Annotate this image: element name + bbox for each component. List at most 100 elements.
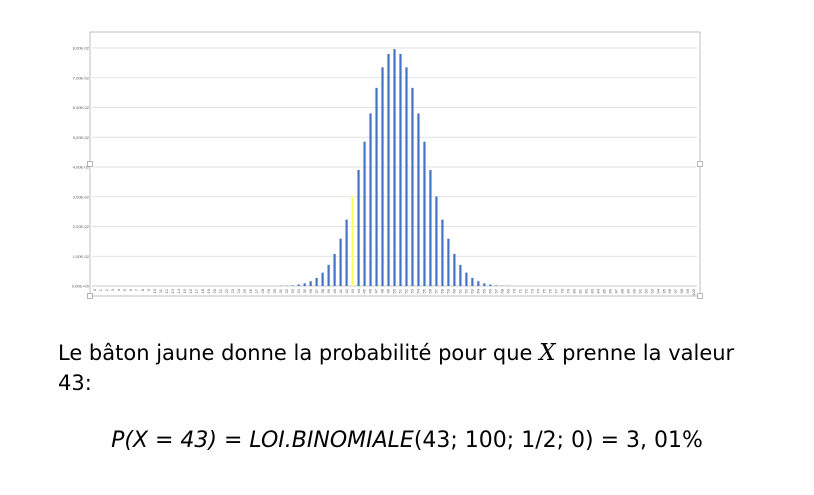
- x-tick-label: 94: [655, 288, 660, 293]
- x-tick-label: 5: [122, 288, 127, 291]
- x-tick-label: 1: [98, 288, 103, 291]
- bar: [309, 281, 312, 286]
- chart-resize-handle: [697, 161, 703, 167]
- x-tick-label: 27: [254, 288, 259, 293]
- x-tick-label: 43: [350, 288, 355, 293]
- bar: [471, 277, 474, 286]
- y-tick-label: 2,00E-02: [73, 224, 90, 229]
- x-tick-label: 97: [673, 288, 678, 293]
- x-tick-label: 65: [482, 288, 487, 293]
- x-tick-label: 88: [619, 288, 624, 293]
- x-tick-label: 53: [410, 288, 415, 293]
- x-tick-label: 80: [571, 288, 576, 293]
- x-tick-label: 63: [470, 288, 475, 293]
- bar: [453, 253, 456, 286]
- x-tick-label: 71: [517, 288, 522, 293]
- x-tick-label: 66: [488, 288, 493, 293]
- bar: [303, 283, 306, 286]
- bar: [405, 67, 408, 287]
- x-tick-label: 89: [625, 288, 630, 293]
- x-tick-label: 48: [380, 288, 385, 293]
- x-tick-label: 19: [206, 288, 211, 293]
- x-tick-label: 56: [428, 288, 433, 293]
- x-tick-label: 4: [116, 288, 121, 291]
- bar: [495, 285, 498, 286]
- x-tick-label: 79: [565, 288, 570, 293]
- x-tick-label: 68: [500, 288, 505, 293]
- x-tick-label: 28: [260, 288, 265, 293]
- x-tick-label: 78: [559, 288, 564, 293]
- x-tick-label: 49: [386, 288, 391, 293]
- x-tick-label: 46: [368, 288, 373, 293]
- bar: [435, 196, 438, 286]
- x-tick-label: 35: [302, 288, 307, 293]
- bar: [291, 285, 294, 286]
- x-tick-label: 40: [332, 288, 337, 293]
- x-tick-label: 30: [272, 288, 277, 293]
- x-tick-label: 37: [314, 288, 319, 293]
- x-tick-label: 81: [577, 288, 582, 293]
- chart-area: 0,00E+00 1,00E-02 2,00E-02 3,00E-02 4,00E-02…: [72, 31, 703, 299]
- x-tick-label: 52: [404, 288, 409, 293]
- x-tick-label: 99: [685, 288, 690, 293]
- chart-resize-handle: [697, 293, 703, 299]
- caption-text: Le bâton jaune donne la probabilité pour…: [58, 338, 778, 398]
- x-tick-label: 36: [308, 288, 313, 293]
- bar: [417, 113, 420, 286]
- x-tick-label: 25: [242, 288, 247, 293]
- x-tick-label: 12: [164, 288, 169, 293]
- x-tick-label: 83: [589, 288, 594, 293]
- x-tick-label: 98: [679, 288, 684, 293]
- x-tick-label: 31: [278, 288, 283, 293]
- x-tick-label: 58: [440, 288, 445, 293]
- x-tick-label: 11: [158, 288, 163, 293]
- bar: [393, 49, 396, 286]
- x-tick-label: 67: [494, 288, 499, 293]
- x-tick-label: 22: [224, 288, 229, 293]
- bar: [447, 238, 450, 286]
- formula-function: LOI.BINOMIALE: [249, 428, 414, 453]
- x-tick-label: 70: [512, 288, 517, 293]
- bar: [333, 253, 336, 286]
- x-tick-label: 54: [416, 288, 421, 293]
- x-tick-label: 60: [452, 288, 457, 293]
- x-tick-label: 2: [104, 288, 109, 291]
- x-tick-label: 82: [583, 288, 588, 293]
- x-tick-label: 84: [595, 288, 600, 293]
- y-tick-label: 3,00E-02: [73, 194, 90, 199]
- x-tick-label: 75: [541, 288, 546, 293]
- highlighted-bar: [351, 196, 354, 286]
- caption-variable: X: [539, 340, 556, 366]
- x-tick-label: 21: [218, 288, 223, 293]
- bar: [441, 219, 444, 286]
- x-tick-label: 100: [691, 288, 696, 295]
- bar: [327, 264, 330, 286]
- formula-args: (43; 100; 1/2; 0): [413, 428, 594, 453]
- chart-resize-handle: [87, 161, 93, 167]
- bar: [357, 169, 360, 286]
- bar: [369, 113, 372, 286]
- x-tick-label: 61: [458, 288, 463, 293]
- x-tick-label: 38: [320, 288, 325, 293]
- bar: [489, 284, 492, 286]
- x-tick-label: 76: [547, 288, 552, 293]
- x-tick-label: 13: [170, 288, 175, 293]
- x-tick-label: 32: [284, 288, 289, 293]
- x-tick-label: 96: [667, 288, 672, 293]
- chart-resize-handle: [87, 293, 93, 299]
- formula: P(X = 43) = LOI.BINOMIALE(43; 100; 1/2; …: [0, 428, 814, 453]
- x-tick-label: 50: [392, 288, 397, 293]
- bar: [399, 53, 402, 287]
- x-tick-label: 17: [194, 288, 199, 293]
- x-tick-label: 44: [356, 288, 361, 293]
- x-tick-label: 55: [422, 288, 427, 293]
- caption-after: prenne la valeur: [555, 341, 735, 365]
- x-tick-label: 42: [344, 288, 349, 293]
- x-tick-label: 26: [248, 288, 253, 293]
- x-tick-label: 15: [182, 288, 187, 293]
- bar: [321, 272, 324, 286]
- x-tick-label: 41: [338, 288, 343, 293]
- x-tick-label: 91: [637, 288, 642, 293]
- x-tick-label: 29: [266, 288, 271, 293]
- bar: [315, 277, 318, 286]
